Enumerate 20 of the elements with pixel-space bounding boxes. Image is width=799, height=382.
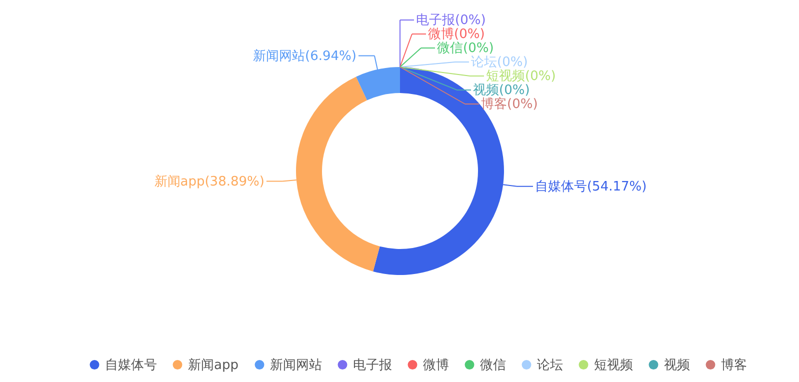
text: 微信(0%) bbox=[437, 41, 494, 56]
legend-label: 微信 bbox=[480, 358, 506, 373]
text: 微博(0%) bbox=[428, 27, 485, 42]
text: 博客(0%) bbox=[481, 97, 538, 112]
legend-label: 电子报 bbox=[353, 358, 392, 373]
text: 短视频(0%) bbox=[486, 69, 556, 84]
data-label: 新闻网站(6.94%) bbox=[253, 48, 356, 64]
text: 电子报(0%) bbox=[416, 13, 486, 28]
legend-label: 博客 bbox=[721, 356, 747, 373]
legend-label: 微博 bbox=[423, 358, 449, 373]
data-label: 自媒体号(54.17%) bbox=[534, 179, 647, 194]
legend-label: 新闻app bbox=[188, 358, 238, 373]
legend-label: 论坛 bbox=[537, 358, 563, 373]
legend-label: 视频 bbox=[664, 358, 690, 373]
text: 视频(0%) bbox=[473, 83, 530, 98]
text: 论坛(0%) bbox=[471, 55, 528, 70]
data-label: 新闻app(38.89%) bbox=[154, 174, 264, 190]
legend-label: 短视频 bbox=[594, 358, 633, 373]
legend-label: 自媒体号 bbox=[105, 358, 157, 373]
legend-label: 新闻网站 bbox=[270, 358, 322, 373]
